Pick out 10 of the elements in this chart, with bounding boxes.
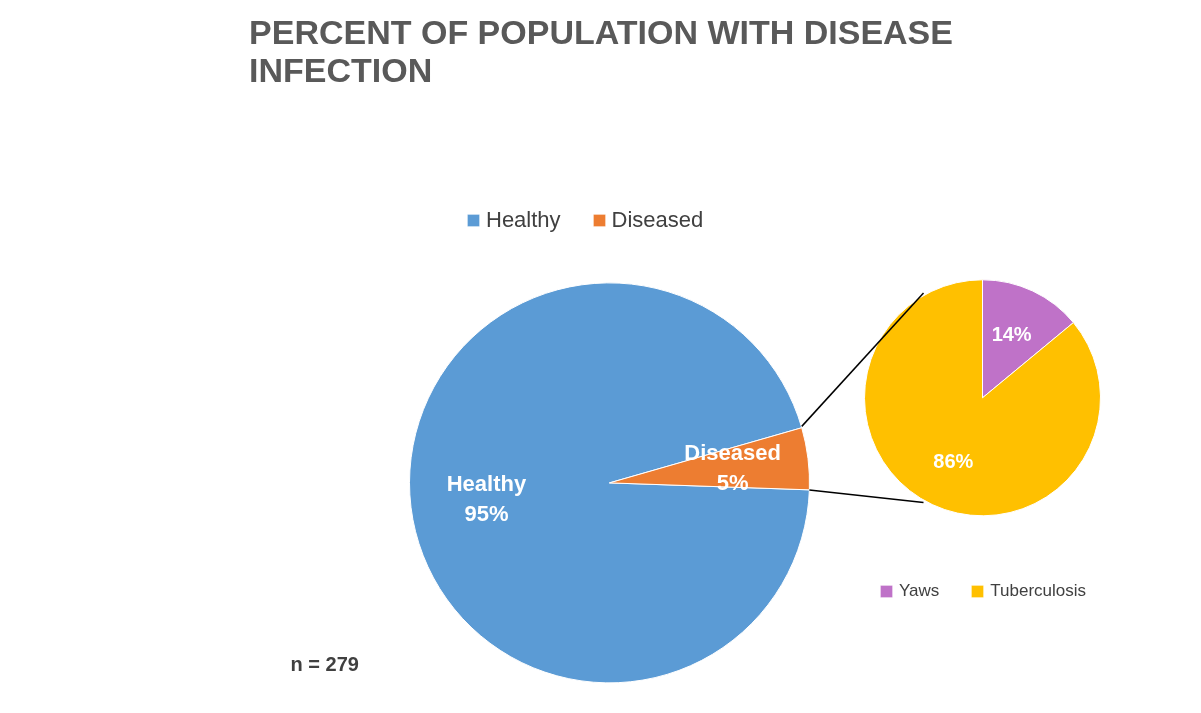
data-label: 86%: [933, 450, 974, 473]
data-label: 14%: [991, 323, 1032, 346]
data-label: 95%: [464, 500, 509, 526]
legend-label: Tuberculosis: [990, 581, 1087, 601]
slice-label: Healthy: [446, 470, 527, 496]
chart-title: PERCENT OF POPULATION WITH DISEASE INFECTION: [249, 12, 953, 89]
text: n = 279: [290, 653, 359, 676]
legend-label: Healthy: [486, 207, 561, 233]
legend-label: Yaws: [899, 581, 940, 601]
legend-label: Diseased: [611, 207, 704, 233]
